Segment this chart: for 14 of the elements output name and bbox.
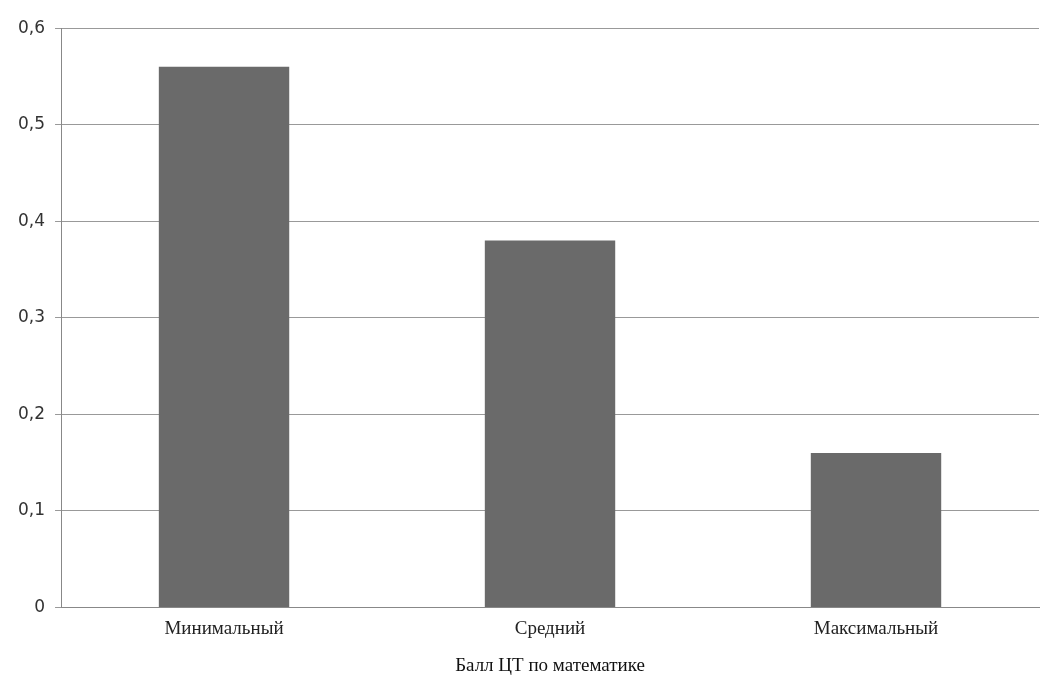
bar <box>810 452 942 607</box>
y-tick-label: 0,5 <box>17 113 46 134</box>
x-tick-label: Средний <box>514 616 586 638</box>
x-tick-label: Максимальный <box>813 616 939 638</box>
y-tick-label: 0,2 <box>17 402 46 423</box>
x-tick-label: Минимальный <box>164 616 284 638</box>
x-axis-title: Балл ЦТ по математике <box>455 653 645 675</box>
y-tick-label: 0,6 <box>17 16 46 37</box>
y-tick-label: 0,1 <box>17 499 46 520</box>
y-tick-label: 0,4 <box>17 209 46 230</box>
bar <box>484 240 616 607</box>
y-tick-label: 0,3 <box>17 306 46 327</box>
bar <box>158 66 290 607</box>
y-tick-label: 0 <box>34 595 46 616</box>
